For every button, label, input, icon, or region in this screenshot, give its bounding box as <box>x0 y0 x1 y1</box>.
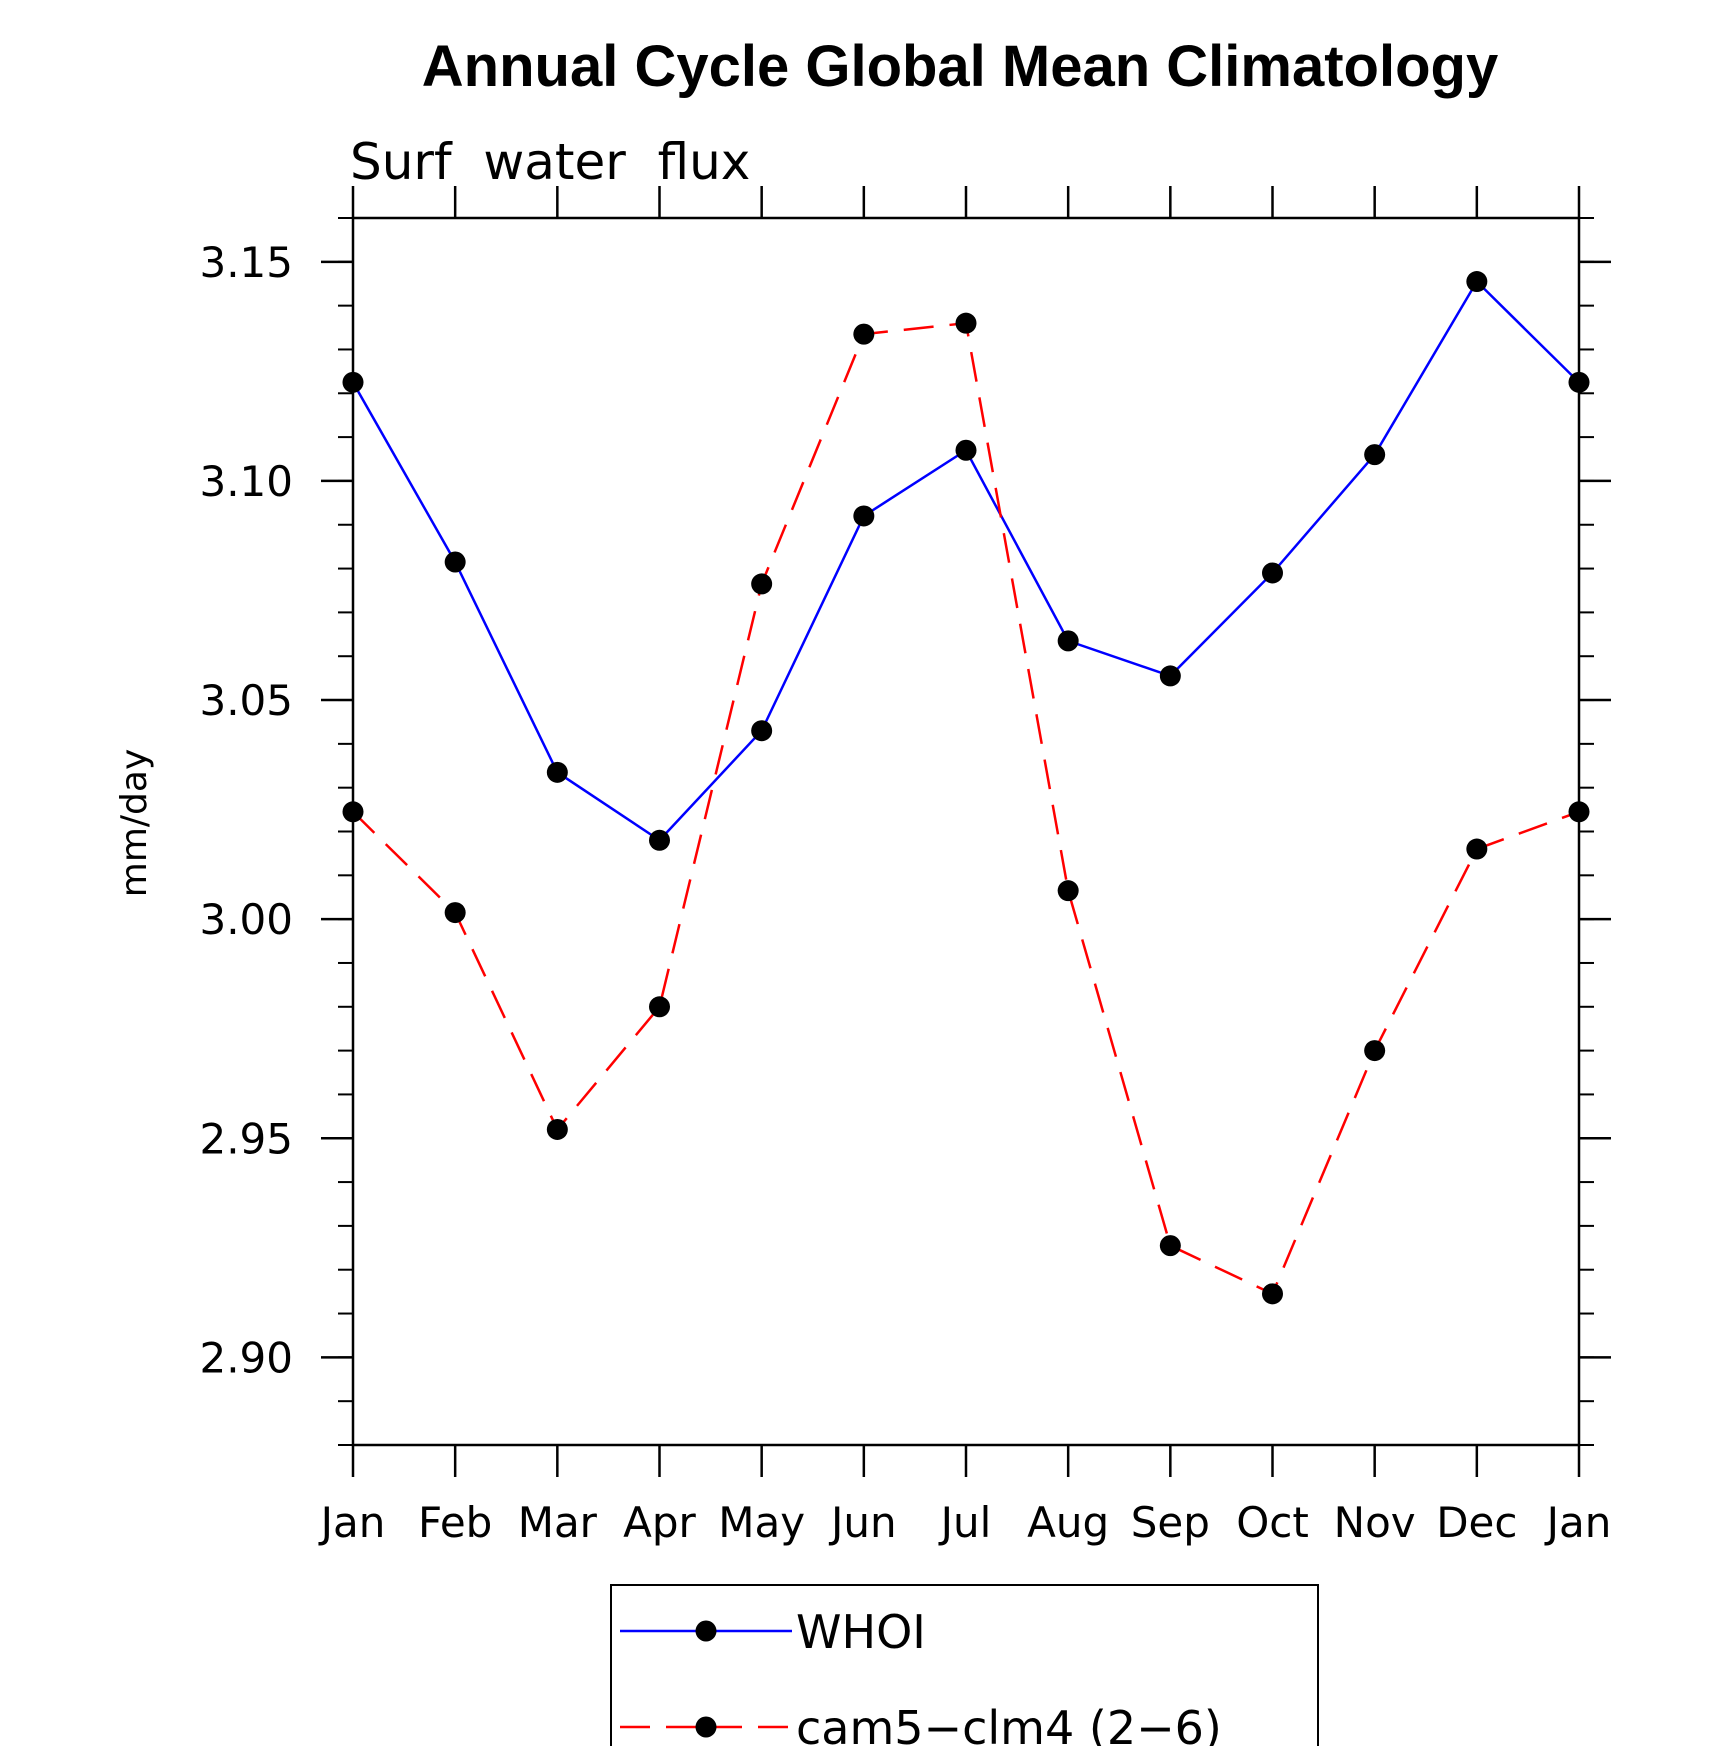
data-point <box>751 573 773 595</box>
x-tick-label: Jul <box>938 1498 992 1547</box>
legend-marker <box>695 1716 717 1738</box>
legend: WHOI cam5−clm4 (2−6) <box>610 1584 1319 1746</box>
plot-frame <box>351 216 1581 1447</box>
data-point <box>444 551 466 573</box>
legend-box <box>610 1584 1319 1746</box>
x-tick-label: Nov <box>1334 1498 1416 1547</box>
series-2 <box>342 312 1590 1305</box>
data-point <box>649 829 670 851</box>
series-line <box>352 321 1580 1296</box>
x-tick-label: Mar <box>518 1498 598 1547</box>
series-line <box>351 279 1580 842</box>
x-tick-label: Aug <box>1027 1498 1109 1547</box>
x-tick-label: Dec <box>1436 1498 1517 1547</box>
data-point <box>1159 1235 1181 1257</box>
y-tick-label: 3.05 <box>199 676 293 725</box>
data-point <box>342 371 364 393</box>
data-point <box>955 439 977 461</box>
data-point <box>853 323 875 345</box>
data-point <box>1364 1040 1386 1062</box>
data-point <box>342 801 364 823</box>
data-point <box>853 505 875 527</box>
data-point <box>1568 371 1590 393</box>
data-point <box>751 720 773 742</box>
legend-label: WHOI <box>796 1605 926 1659</box>
data-point <box>1057 880 1079 902</box>
legend-entry: cam5−clm4 (2−6) <box>620 1701 1222 1746</box>
data-point <box>1568 801 1590 823</box>
data-point <box>1262 1283 1283 1305</box>
x-tick-label: Jan <box>318 1498 386 1547</box>
y-tick-label: 3.15 <box>199 238 293 287</box>
x-tick-label: Apr <box>623 1498 696 1547</box>
axes: Jan Feb Mar Apr May Jun Jul Aug Sep Oct Nov Dec Jan 2… <box>199 186 1611 1547</box>
y-tick-label: 3.00 <box>199 895 293 944</box>
data-point <box>1466 271 1488 293</box>
x-tick-label: Jan <box>1544 1498 1612 1547</box>
y-tick-label: 2.95 <box>199 1114 293 1163</box>
y-tick-label: 3.10 <box>199 457 293 506</box>
series-1 <box>342 271 1590 851</box>
legend-marker <box>695 1620 717 1642</box>
data-point <box>546 761 568 783</box>
data-point <box>1262 562 1283 584</box>
legend-label: cam5−clm4 (2−6) <box>796 1701 1222 1746</box>
y-axis-label: mm/day <box>114 749 155 897</box>
data-point <box>444 902 466 924</box>
legend-entry: WHOI <box>620 1605 926 1659</box>
y-tick-label: 2.90 <box>199 1333 293 1382</box>
x-tick-label: Sep <box>1131 1498 1210 1547</box>
x-tick-label: Jun <box>828 1498 897 1547</box>
x-tick-label: May <box>718 1498 805 1547</box>
data-point <box>1057 630 1079 652</box>
chart-subtitle: Surf water flux <box>350 133 750 191</box>
x-tick-label: Feb <box>418 1498 492 1547</box>
data-point <box>546 1118 568 1140</box>
x-tick-label: Oct <box>1236 1498 1309 1547</box>
data-point <box>649 996 670 1018</box>
data-point <box>1466 838 1488 860</box>
data-point <box>1364 444 1386 466</box>
data-point <box>955 312 977 334</box>
chart-title: Annual Cycle Global Mean Climatology <box>422 34 1498 99</box>
series-layer <box>342 271 1590 1305</box>
data-point <box>1159 665 1181 687</box>
